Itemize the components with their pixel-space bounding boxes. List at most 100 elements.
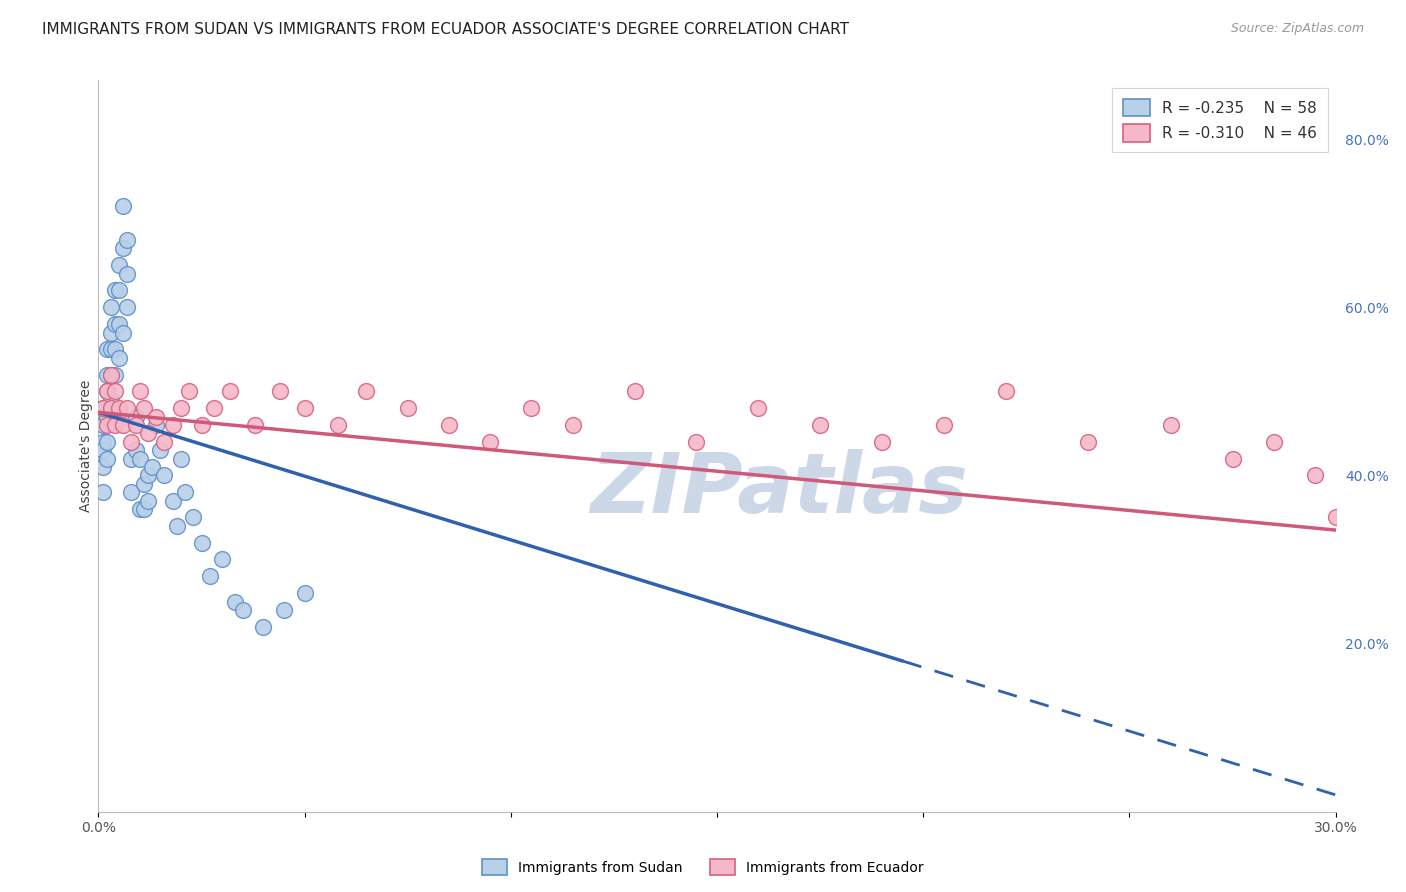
Point: [112, 242, 135, 256]
Point: [870, 434, 893, 449]
Text: IMMIGRANTS FROM SUDAN VS IMMIGRANTS FROM ECUADOR ASSOCIATE'S DEGREE CORRELATION : IMMIGRANTS FROM SUDAN VS IMMIGRANTS FROM…: [42, 22, 849, 37]
Point: [96, 368, 118, 382]
Point: [170, 451, 193, 466]
Point: [104, 317, 127, 331]
Point: [117, 401, 139, 416]
Point: [273, 603, 295, 617]
Point: [1324, 510, 1347, 524]
Point: [141, 460, 163, 475]
Point: [1160, 417, 1182, 432]
Point: [149, 443, 172, 458]
Point: [100, 392, 122, 407]
Point: [104, 368, 127, 382]
Point: [128, 384, 150, 399]
Point: [198, 569, 221, 583]
Legend: Immigrants from Sudan, Immigrants from Ecuador: Immigrants from Sudan, Immigrants from E…: [477, 854, 929, 880]
Point: [162, 493, 184, 508]
Point: [117, 300, 139, 314]
Point: [100, 300, 122, 314]
Point: [243, 417, 266, 432]
Point: [108, 258, 131, 272]
Point: [170, 401, 193, 416]
Point: [120, 451, 142, 466]
Point: [269, 384, 291, 399]
Point: [112, 417, 135, 432]
Point: [219, 384, 242, 399]
Point: [124, 409, 146, 424]
Point: [326, 417, 349, 432]
Point: [1222, 451, 1244, 466]
Point: [96, 417, 118, 432]
Point: [132, 476, 155, 491]
Point: [108, 284, 131, 298]
Point: [91, 485, 114, 500]
Point: [437, 417, 460, 432]
Point: [202, 401, 225, 416]
Point: [104, 384, 127, 399]
Point: [124, 443, 146, 458]
Point: [96, 434, 118, 449]
Point: [96, 384, 118, 399]
Point: [108, 401, 131, 416]
Point: [91, 417, 114, 432]
Point: [1303, 468, 1326, 483]
Point: [145, 417, 167, 432]
Point: [117, 233, 139, 247]
Point: [356, 384, 378, 399]
Point: [224, 594, 246, 608]
Point: [100, 343, 122, 357]
Text: ZIPatlas: ZIPatlas: [591, 450, 967, 531]
Point: [96, 451, 118, 466]
Point: [124, 417, 146, 432]
Point: [132, 401, 155, 416]
Point: [294, 586, 316, 600]
Point: [190, 535, 212, 549]
Point: [994, 384, 1017, 399]
Point: [145, 409, 167, 424]
Point: [91, 443, 114, 458]
Point: [252, 620, 274, 634]
Point: [232, 603, 254, 617]
Point: [100, 368, 122, 382]
Point: [1077, 434, 1099, 449]
Point: [179, 384, 201, 399]
Point: [104, 343, 127, 357]
Point: [396, 401, 419, 416]
Point: [132, 502, 155, 516]
Point: [747, 401, 769, 416]
Point: [561, 417, 583, 432]
Point: [96, 384, 118, 399]
Point: [117, 267, 139, 281]
Point: [128, 502, 150, 516]
Point: [91, 401, 114, 416]
Point: [112, 326, 135, 340]
Point: [108, 317, 131, 331]
Point: [100, 401, 122, 416]
Point: [108, 351, 131, 365]
Point: [104, 284, 127, 298]
Text: Source: ZipAtlas.com: Source: ZipAtlas.com: [1230, 22, 1364, 36]
Point: [120, 485, 142, 500]
Point: [153, 468, 176, 483]
Point: [166, 519, 188, 533]
Y-axis label: Associate's Degree: Associate's Degree: [79, 380, 93, 512]
Point: [136, 468, 159, 483]
Point: [685, 434, 707, 449]
Point: [112, 199, 135, 213]
Point: [91, 434, 114, 449]
Point: [91, 460, 114, 475]
Point: [181, 510, 204, 524]
Point: [190, 417, 212, 432]
Point: [1263, 434, 1285, 449]
Point: [104, 417, 127, 432]
Point: [808, 417, 831, 432]
Point: [96, 343, 118, 357]
Point: [932, 417, 955, 432]
Point: [623, 384, 645, 399]
Point: [120, 434, 142, 449]
Point: [128, 451, 150, 466]
Point: [153, 434, 176, 449]
Point: [136, 426, 159, 441]
Point: [100, 326, 122, 340]
Point: [91, 401, 114, 416]
